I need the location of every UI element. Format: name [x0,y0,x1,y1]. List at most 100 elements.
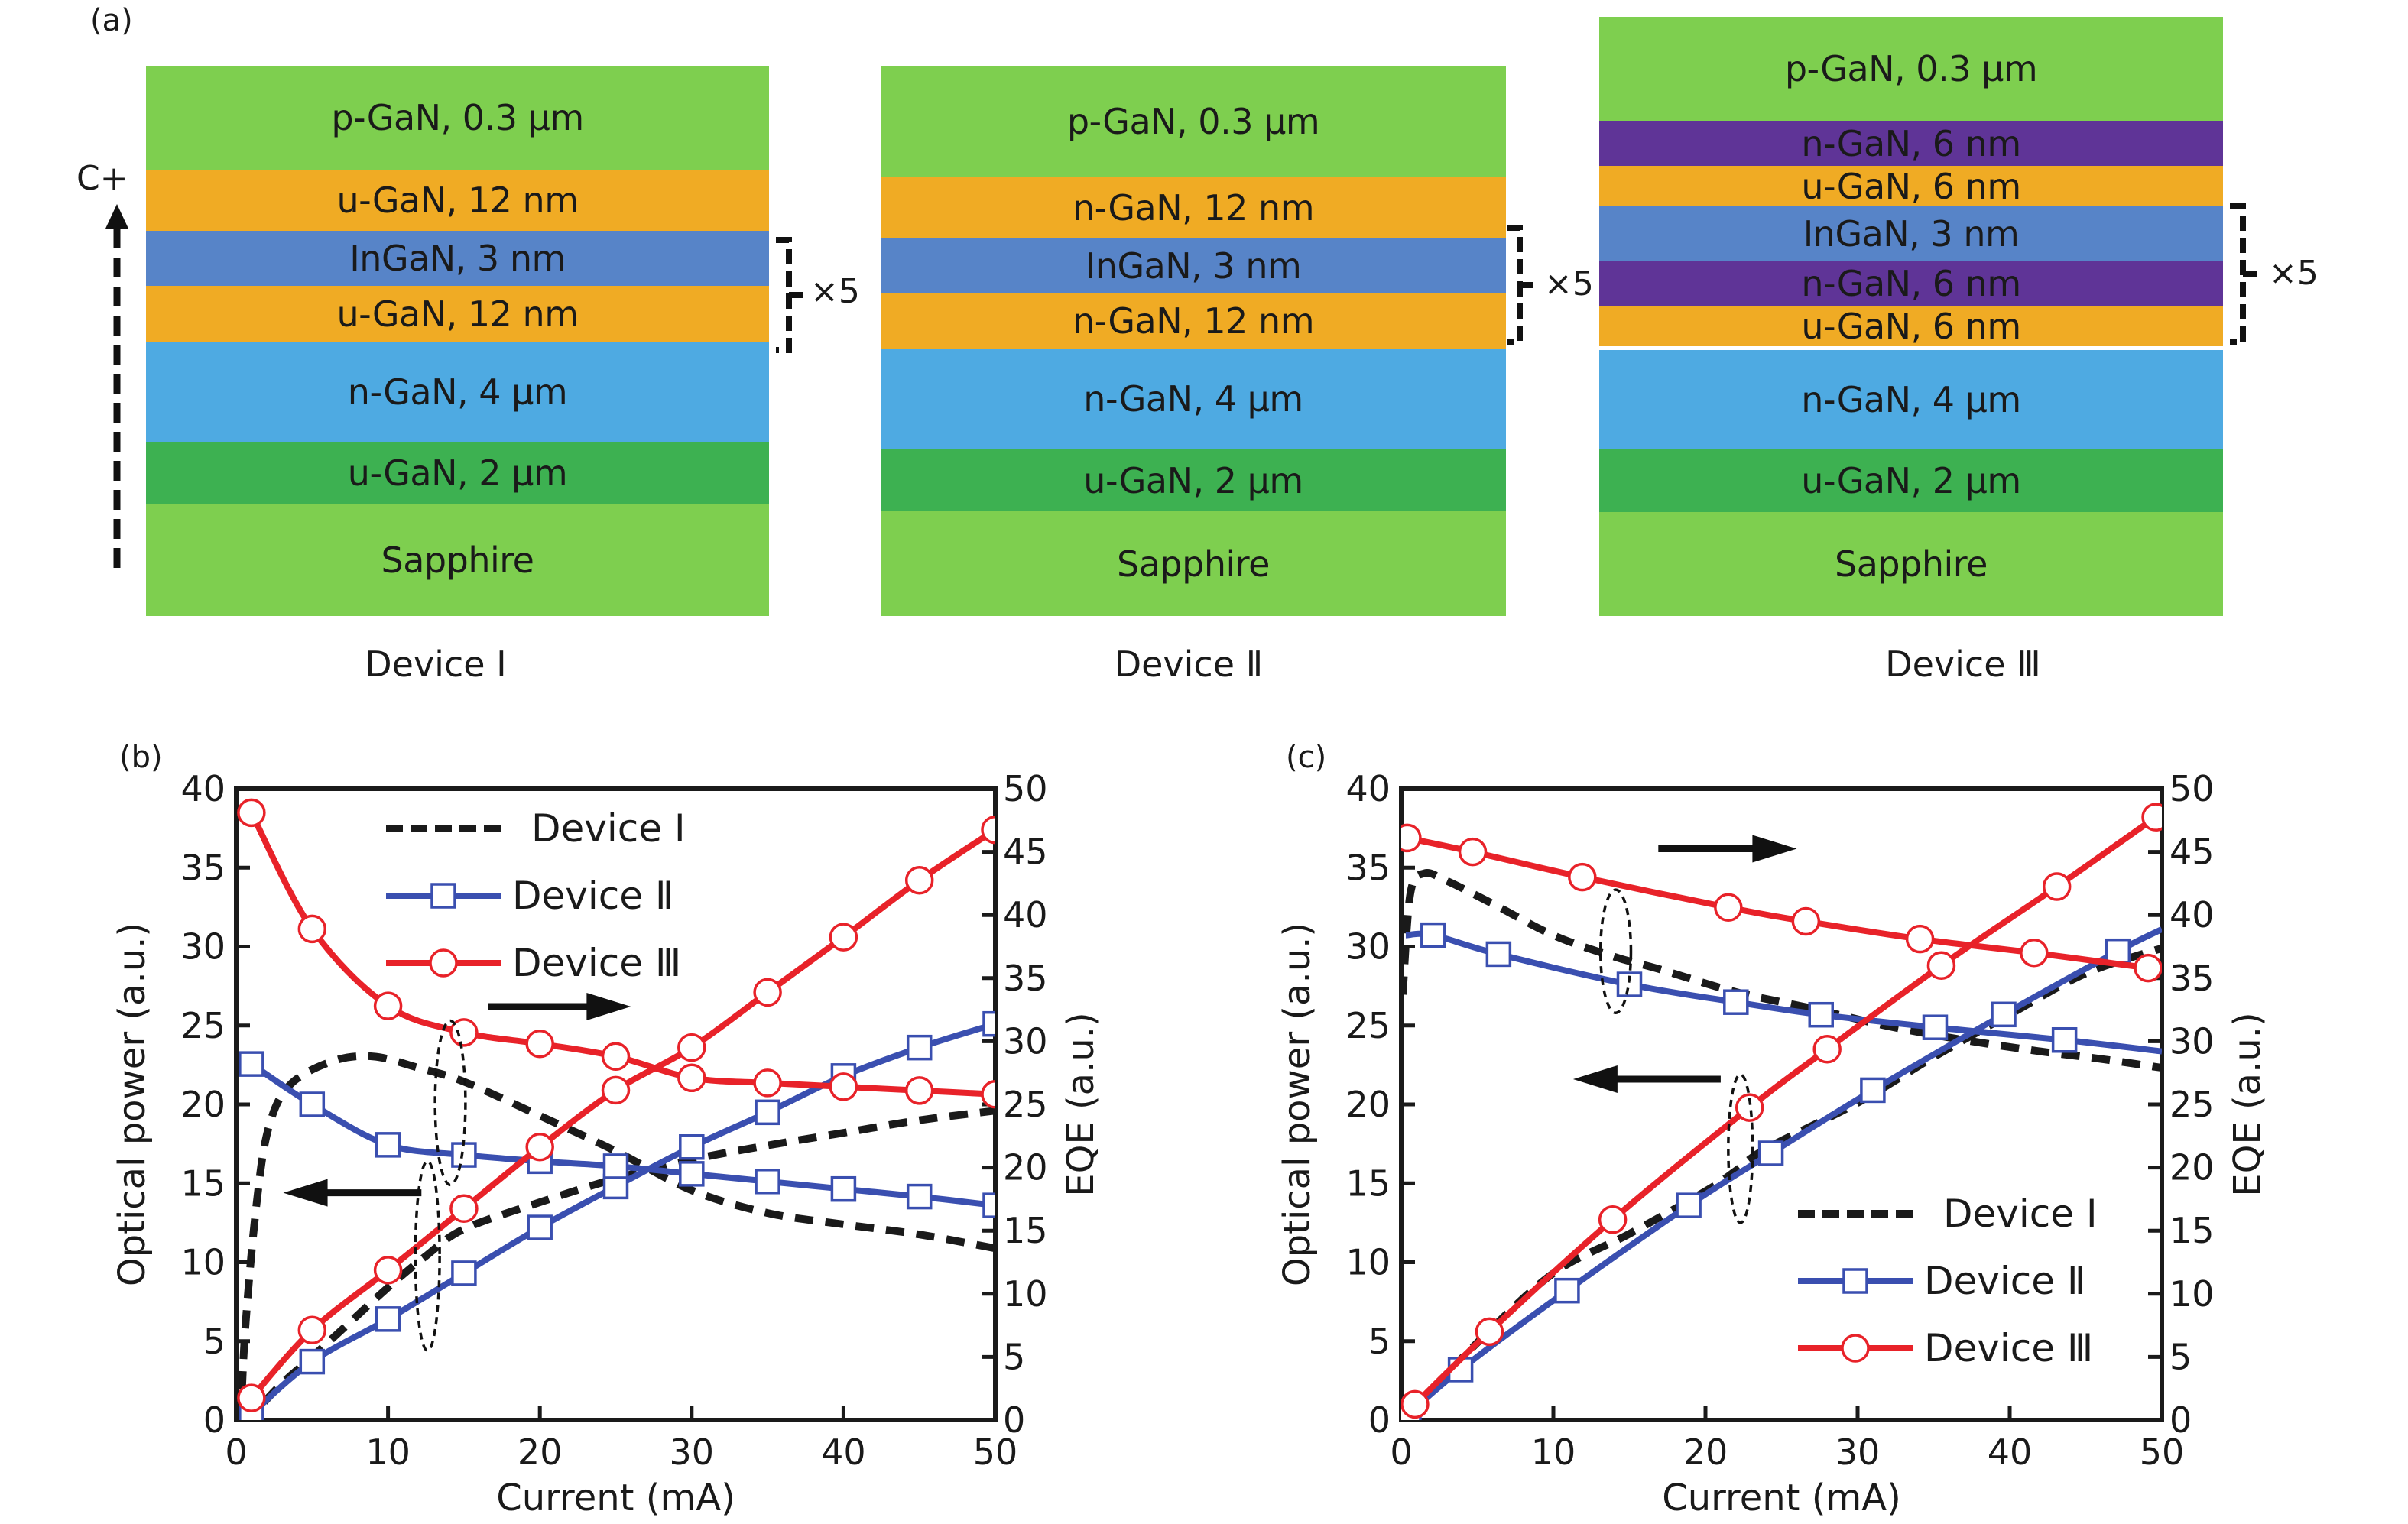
data-point-square [451,1142,477,1168]
layer-u-gan-thin: u-GaN, 6 nm [1599,306,2223,347]
legend-marker-circle [429,948,458,978]
y-tick-label: 40 [1345,768,1391,809]
data-point-square [755,1099,780,1126]
y2-axis-label: EQE (a.u.) [1060,1012,1102,1197]
y-tick-label: 5 [203,1321,226,1362]
x-tick-label: 50 [973,1432,1018,1473]
layer-u-gan-thin: u-GaN, 6 nm [1599,166,2223,207]
device-3-caption: Device Ⅲ [1885,644,2041,685]
data-point-circle [237,798,266,828]
y2-tick-label: 45 [2169,832,2215,873]
x-tick-label: 50 [2140,1432,2185,1473]
data-point-circle [1926,951,1956,981]
x-tick-label: 30 [1835,1432,1881,1473]
legend-marker-circle [1841,1334,1870,1363]
series-line-device-3-optical-power [1413,814,2158,1407]
layer-ingan-well: InGaN, 3 nm [146,231,769,286]
y2-tick-label: 10 [2169,1273,2215,1315]
data-point-square [679,1134,705,1160]
data-point-square [527,1214,553,1240]
x-tick-label: 10 [1531,1432,1576,1473]
y-tick-label: 10 [1345,1242,1391,1283]
x-tick-label: 0 [1390,1432,1412,1473]
panel-a-label: (a) [90,3,133,38]
panel-c-label: (c) [1286,740,1327,775]
x-tick-label: 30 [670,1432,715,1473]
y-tick-label: 35 [180,847,226,888]
data-point-circle [1568,862,1597,892]
y-tick-label: 0 [1368,1399,1391,1441]
data-point-circle [1905,924,1935,954]
y-tick-label: 25 [180,1005,226,1046]
data-point-square [1420,922,1446,948]
y2-tick-label: 30 [2169,1020,2215,1062]
data-point-circle [373,1256,403,1285]
legend-label: Device Ⅰ [531,806,686,851]
layer-sapphire: Sapphire [1599,512,2223,616]
data-point-square [1676,1192,1702,1218]
data-point-circle [2042,872,2072,901]
data-point-circle [1458,837,1488,867]
legend-label: Device Ⅲ [512,941,681,985]
current-direction-label: C+ [76,159,128,198]
data-point-square [239,1051,264,1077]
y2-tick-label: 10 [1003,1273,1048,1315]
y2-tick-label: 25 [1003,1084,1048,1125]
y-tick-label: 20 [180,1084,226,1125]
layer-sapphire: Sapphire [146,504,769,616]
data-point-square [1922,1014,1949,1040]
data-point-circle [2020,939,2049,968]
chart-b: 0 10 20 30 40 5005101520253035400510152025303… [111,768,1102,1519]
y2-tick-label: 15 [2169,1210,2215,1251]
right-arrow-icon [1752,835,1797,863]
data-point-circle [601,1075,631,1105]
layer-p-gan: p-GaN, 0.3 μm [1599,17,2223,121]
layer-u-gan-buffer: u-GaN, 2 μm [146,442,769,504]
curve-group-ellipse [433,1019,467,1187]
data-point-circle [1401,823,1422,853]
data-point-square [1808,1001,1834,1028]
y2-tick-label: 0 [2169,1399,2192,1441]
curve-group-ellipse [414,1159,441,1352]
data-point-circle [904,1076,934,1105]
data-point-circle [677,1033,706,1062]
data-point-square [982,1192,995,1218]
data-point-square [2105,938,2131,965]
data-point-circle [753,1068,782,1098]
repeat-count-label: ×5 [1544,264,1594,303]
data-point-circle [1812,1034,1842,1064]
data-point-circle [981,1080,995,1109]
y-tick-label: 5 [1368,1321,1391,1362]
y2-tick-label: 20 [2169,1147,2215,1188]
legend-marker-square [430,883,456,909]
data-point-square [602,1153,629,1179]
data-point-circle [525,1029,554,1059]
series-line-device-1-eqe [1401,869,2162,1072]
legend-marker-square [1842,1268,1868,1294]
data-point-square [1757,1140,1784,1166]
y2-tick-label: 35 [2169,958,2215,999]
x-tick-label: 40 [821,1432,866,1473]
x-axis-label: Current (mA) [496,1477,735,1519]
panel-b-label: (b) [119,740,163,775]
data-point-square [375,1306,401,1332]
y2-tick-label: 25 [2169,1084,2215,1125]
data-point-square [375,1132,401,1158]
data-point-circle [449,1018,479,1047]
left-arrow-icon [283,1179,328,1207]
data-point-circle [2134,953,2162,983]
layer-u-gan-buffer: u-GaN, 2 μm [1599,449,2223,512]
repeat-bracket-icon [1507,225,1533,345]
data-point-circle [1475,1317,1504,1347]
data-point-circle [297,1315,327,1345]
y2-tick-label: 45 [1003,832,1048,873]
chart-c: 0 10 20 30 40 5005101520253035400510152025303… [1276,768,2269,1519]
left-arrow-icon [1572,1065,1618,1093]
device-1-caption: Device Ⅰ [365,644,507,685]
data-point-circle [449,1194,479,1224]
y-tick-label: 30 [1345,926,1391,968]
data-point-circle [904,866,934,895]
data-point-square [982,1010,995,1037]
y-tick-label: 40 [180,768,226,809]
